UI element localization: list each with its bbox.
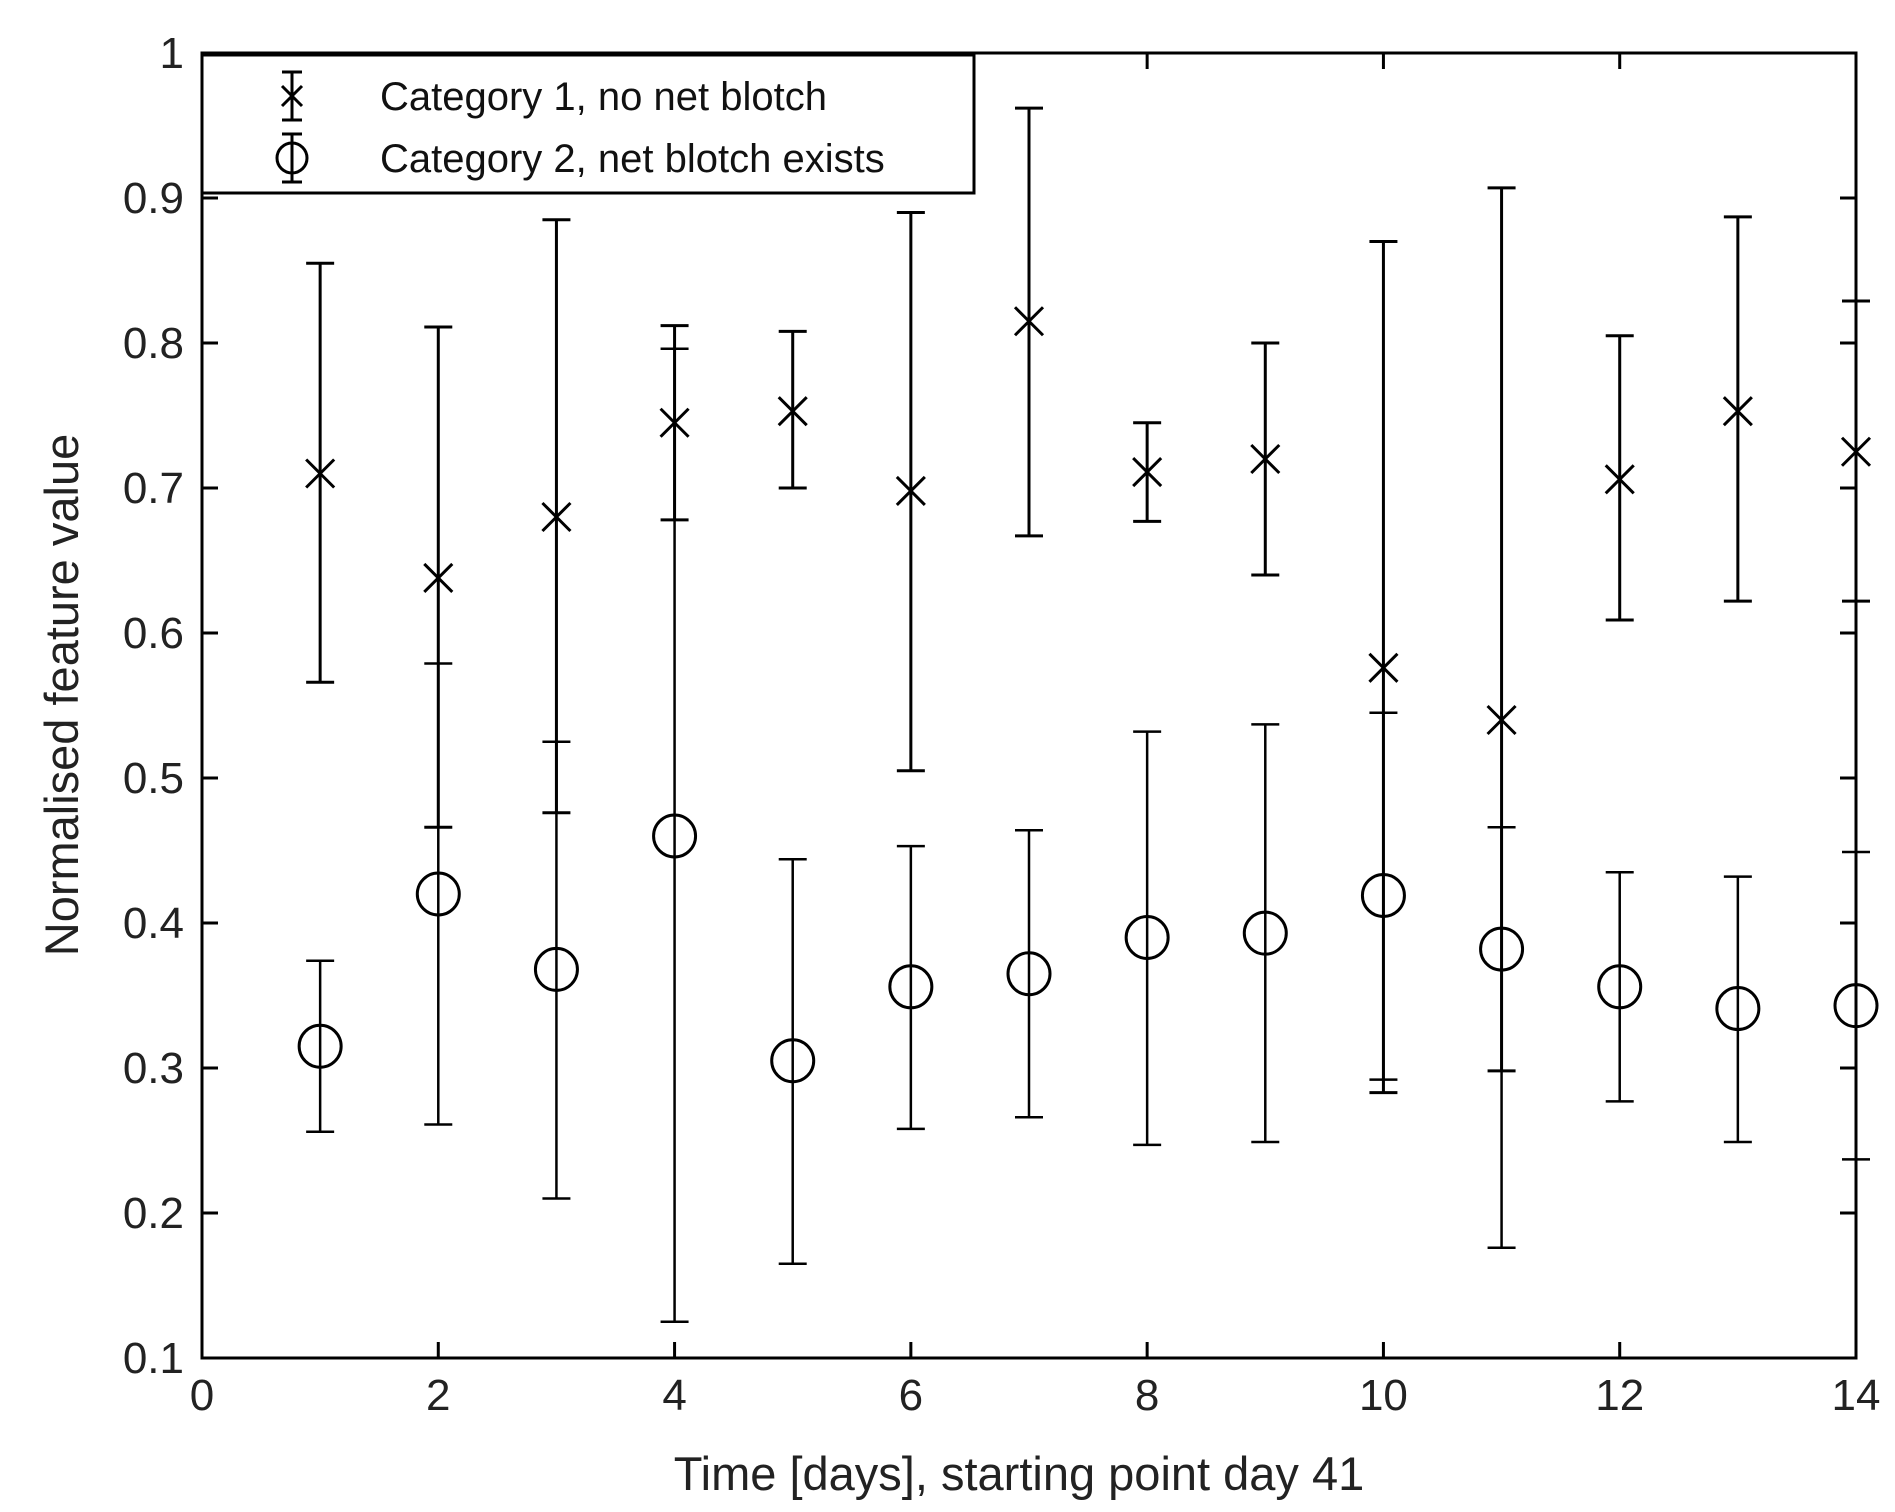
x-tick-label: 2 (426, 1371, 450, 1420)
legend: Category 1, no net blotch Category 2, ne… (200, 53, 976, 195)
data-point (1486, 704, 1517, 736)
data-point (1360, 872, 1406, 918)
data-point (1833, 983, 1879, 1029)
x-tick-label: 10 (1359, 1371, 1408, 1420)
series-layer (297, 106, 1879, 1323)
data-point (770, 1038, 816, 1084)
y-tick-label: 0.5 (123, 754, 184, 803)
data-point (423, 562, 454, 593)
tick-labels: 0 2 4 6 8 10 12 14 0.1 0.2 0.3 0.4 0.5 0.6 0.7 0.8 0.9 1 (123, 29, 1881, 1420)
marker-cross-stroke (777, 396, 808, 427)
marker-cross-stroke (895, 475, 926, 506)
legend-symbol-circle (275, 132, 309, 184)
x-tick-label: 6 (899, 1371, 923, 1420)
data-point (1013, 306, 1045, 337)
data-point (652, 813, 698, 859)
marker-cross-stroke (541, 501, 572, 533)
y-tick-label: 0.6 (123, 609, 184, 658)
data-point (1368, 652, 1399, 683)
x-tick-label: 14 (1832, 1371, 1881, 1420)
marker-cross-stroke (305, 458, 336, 489)
marker-cross-stroke (423, 562, 454, 593)
legend-marker-circle (275, 141, 309, 175)
marker-cross-stroke (1368, 652, 1399, 683)
marker-cross-stroke (1132, 456, 1163, 488)
marker-cross-stroke (1840, 436, 1872, 467)
data-point (533, 946, 579, 992)
y-tick-label: 0.2 (123, 1189, 184, 1238)
x-tick-label: 12 (1595, 1371, 1644, 1420)
x-axis-title: Time [days], starting point day 41 (674, 1447, 1365, 1500)
data-point (1597, 964, 1643, 1010)
data-point (888, 964, 934, 1010)
data-point (1840, 436, 1872, 467)
x-tick-label: 0 (190, 1371, 214, 1420)
legend-label-category-1: Category 1, no net blotch (380, 75, 827, 119)
y-tick-label: 0.4 (123, 899, 184, 948)
legend-symbol-cross (280, 70, 304, 122)
tick-marks (200, 51, 1858, 1360)
marker-cross-stroke (1250, 443, 1281, 475)
y-tick-label: 0.9 (123, 174, 184, 223)
marker-cross-stroke (1722, 396, 1753, 427)
y-tick-label: 0.1 (123, 1334, 184, 1383)
data-point (1722, 396, 1753, 427)
data-point (1715, 986, 1761, 1032)
data-point (415, 871, 461, 917)
data-point (1132, 456, 1163, 488)
series-2 (297, 347, 1879, 1323)
data-point (305, 458, 336, 489)
data-point (297, 1023, 343, 1069)
x-tick-label: 8 (1135, 1371, 1159, 1420)
data-point (1604, 464, 1635, 495)
data-point (895, 475, 926, 506)
y-tick-label: 0.8 (123, 319, 184, 368)
marker-cross-stroke (1486, 704, 1517, 736)
legend-box (200, 53, 976, 195)
legend-label-category-2: Category 2, net blotch exists (380, 137, 885, 181)
marker-cross-stroke (1013, 306, 1045, 337)
y-tick-label: 0.3 (123, 1044, 184, 1093)
marker-cross-stroke (1604, 464, 1635, 495)
data-point (1242, 910, 1288, 956)
y-tick-label: 0.7 (123, 464, 184, 513)
data-point (1479, 926, 1525, 972)
data-point (541, 501, 572, 533)
x-tick-label: 4 (662, 1371, 686, 1420)
data-point (1124, 915, 1170, 960)
legend-marker-cross (280, 84, 304, 108)
y-tick-label: 1 (160, 29, 184, 78)
y-axis-title: Normalised feature value (35, 434, 88, 957)
data-point (1250, 443, 1281, 475)
data-point (777, 396, 808, 427)
data-point (1006, 951, 1052, 997)
